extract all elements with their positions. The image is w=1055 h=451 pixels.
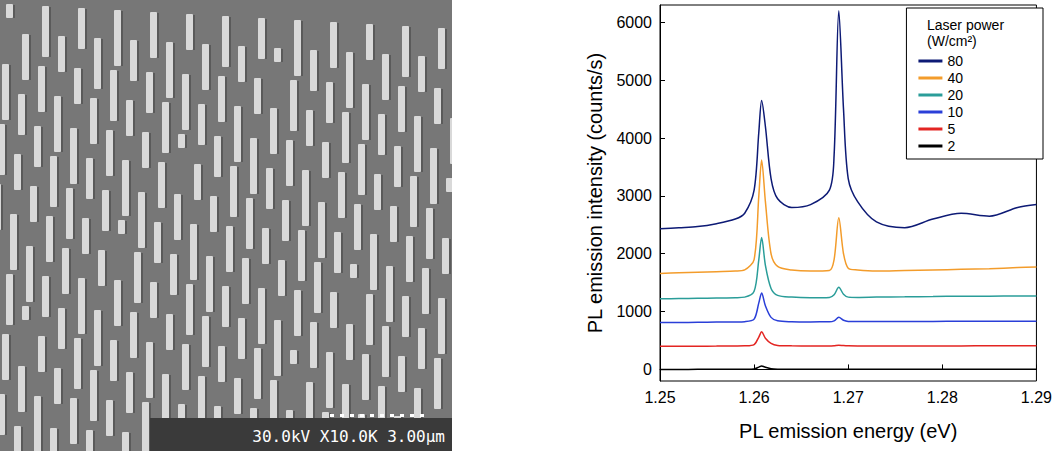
svg-text:1.26: 1.26 [739,389,770,406]
svg-text:3000: 3000 [616,187,652,204]
svg-text:30.0kV X10.0K 3.00µm: 30.0kV X10.0K 3.00µm [252,427,445,446]
svg-text:5: 5 [947,121,955,137]
svg-text:(W/cm²): (W/cm²) [927,33,977,49]
svg-text:PL emission intensity (counts/: PL emission intensity (counts/s) [584,53,606,333]
svg-text:PL emission energy (eV): PL emission energy (eV) [739,420,957,442]
svg-text:2: 2 [947,138,955,154]
svg-text:1.27: 1.27 [833,389,864,406]
svg-text:1.28: 1.28 [927,389,958,406]
svg-text:2000: 2000 [616,245,652,262]
svg-text:80: 80 [947,53,963,69]
svg-text:1.29: 1.29 [1021,389,1052,406]
svg-text:1.25: 1.25 [644,389,675,406]
svg-text:40: 40 [947,70,963,86]
svg-text:10: 10 [947,104,963,120]
svg-text:20: 20 [947,87,963,103]
svg-text:6000: 6000 [616,14,652,31]
svg-text:5000: 5000 [616,72,652,89]
svg-text:4000: 4000 [616,130,652,147]
svg-text:0: 0 [643,361,652,378]
svg-text:1000: 1000 [616,303,652,320]
svg-text:Laser power: Laser power [927,17,1004,33]
